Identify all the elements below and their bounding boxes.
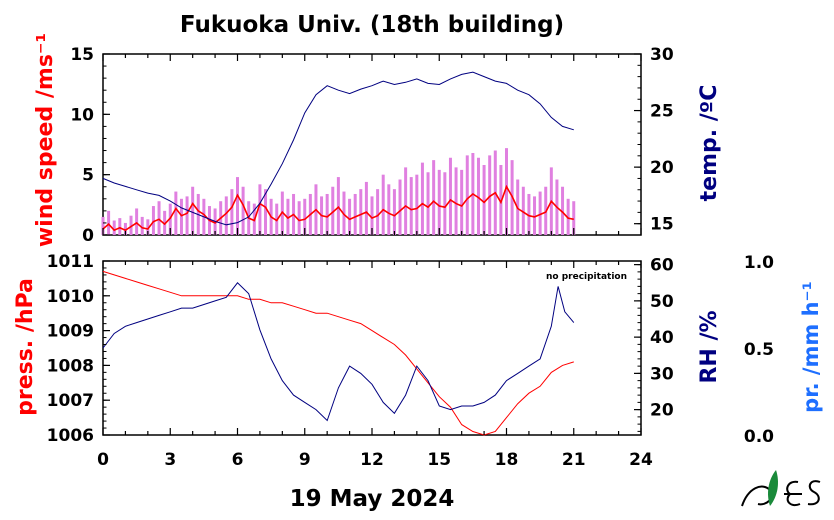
y-tick-label: 15 bbox=[650, 215, 674, 235]
precip-tick-label: 1.0 bbox=[744, 253, 774, 273]
humidity-axis-label: RH /% bbox=[697, 310, 722, 383]
y-tick-label: 5 bbox=[82, 166, 94, 186]
precipitation-axis: 0.0 0.5 1.0 bbox=[744, 253, 774, 447]
x-axis-label: 19 May 2024 bbox=[290, 486, 455, 512]
y-tick-label: 1010 bbox=[47, 287, 94, 307]
temperature-axis-label: temp. /ºC bbox=[697, 85, 722, 202]
fukuoka-univ-logo bbox=[741, 470, 821, 507]
logo-leaf bbox=[768, 470, 778, 506]
top-x-ticks bbox=[102, 54, 642, 235]
y-tick-label: 50 bbox=[650, 292, 674, 312]
pressure-line bbox=[102, 270, 574, 436]
x-tick-label: 12 bbox=[360, 450, 384, 470]
humidity-axis: 20 30 40 50 60 bbox=[634, 256, 674, 432]
y-tick-label: 15 bbox=[70, 45, 94, 65]
y-tick-label: 1008 bbox=[47, 356, 94, 376]
logo-swoosh bbox=[741, 485, 773, 507]
humidity-series bbox=[102, 282, 575, 422]
logo-letter-e bbox=[784, 480, 802, 506]
temperature-line bbox=[102, 71, 574, 226]
panel-bottom-frame bbox=[102, 260, 642, 436]
x-tick-label: 9 bbox=[299, 450, 311, 470]
y-tick-label: 1006 bbox=[47, 426, 94, 446]
y-tick-label: 20 bbox=[650, 158, 674, 178]
wind-speed-series bbox=[102, 184, 574, 232]
precip-tick-label: 0.5 bbox=[744, 340, 774, 360]
x-tick-label: 3 bbox=[164, 450, 176, 470]
y-tick-label: 0 bbox=[82, 226, 94, 246]
x-tick-label: 6 bbox=[232, 450, 244, 470]
y-tick-label: 20 bbox=[650, 401, 674, 421]
y-tick-label: 10 bbox=[70, 105, 94, 125]
y-tick-label: 25 bbox=[650, 102, 674, 122]
wind-speed-axis: 0 5 10 15 bbox=[70, 45, 110, 246]
precipitation-axis-label: pr. /mm h⁻¹ bbox=[799, 281, 823, 413]
y-tick-label: 40 bbox=[650, 328, 674, 348]
y-tick-label: 60 bbox=[650, 256, 674, 276]
wind-speed-axis-label: wind speed /ms⁻¹ bbox=[33, 33, 58, 247]
x-tick-label: 18 bbox=[495, 450, 519, 470]
temperature-series bbox=[102, 71, 574, 226]
x-tick-labels: 0 3 6 9 12 15 18 21 24 bbox=[97, 450, 653, 470]
y-tick-label: 30 bbox=[650, 364, 674, 384]
wind-speed-line bbox=[102, 184, 574, 232]
y-tick-label: 1007 bbox=[47, 391, 94, 411]
logo-letter-s bbox=[807, 480, 821, 506]
x-tick-label: 15 bbox=[427, 450, 451, 470]
precip-tick-label: 0.0 bbox=[744, 427, 774, 447]
temperature-axis: 15 20 25 30 bbox=[634, 45, 674, 236]
humidity-line bbox=[102, 282, 575, 422]
y-tick-label: 1009 bbox=[47, 322, 94, 342]
chart-title: Fukuoka Univ. (18th building) bbox=[180, 12, 564, 38]
panel-top: 0 5 10 15 15 20 25 30 wind speed /ms⁻¹ temp. /… bbox=[33, 33, 722, 247]
pressure-axis-label: press. /hPa bbox=[13, 278, 38, 416]
x-tick-label: 21 bbox=[562, 450, 586, 470]
pressure-series bbox=[102, 270, 574, 436]
pressure-axis: 1006 1007 1008 1009 1010 1011 bbox=[47, 252, 110, 446]
x-tick-label: 0 bbox=[97, 450, 109, 470]
x-tick-label: 24 bbox=[629, 450, 653, 470]
y-tick-label: 30 bbox=[650, 45, 674, 65]
no-precipitation-note: no precipitation bbox=[546, 272, 627, 282]
y-tick-label: 1011 bbox=[47, 252, 94, 272]
wind-gust-series bbox=[101, 148, 576, 235]
bottom-x-ticks bbox=[102, 261, 642, 435]
